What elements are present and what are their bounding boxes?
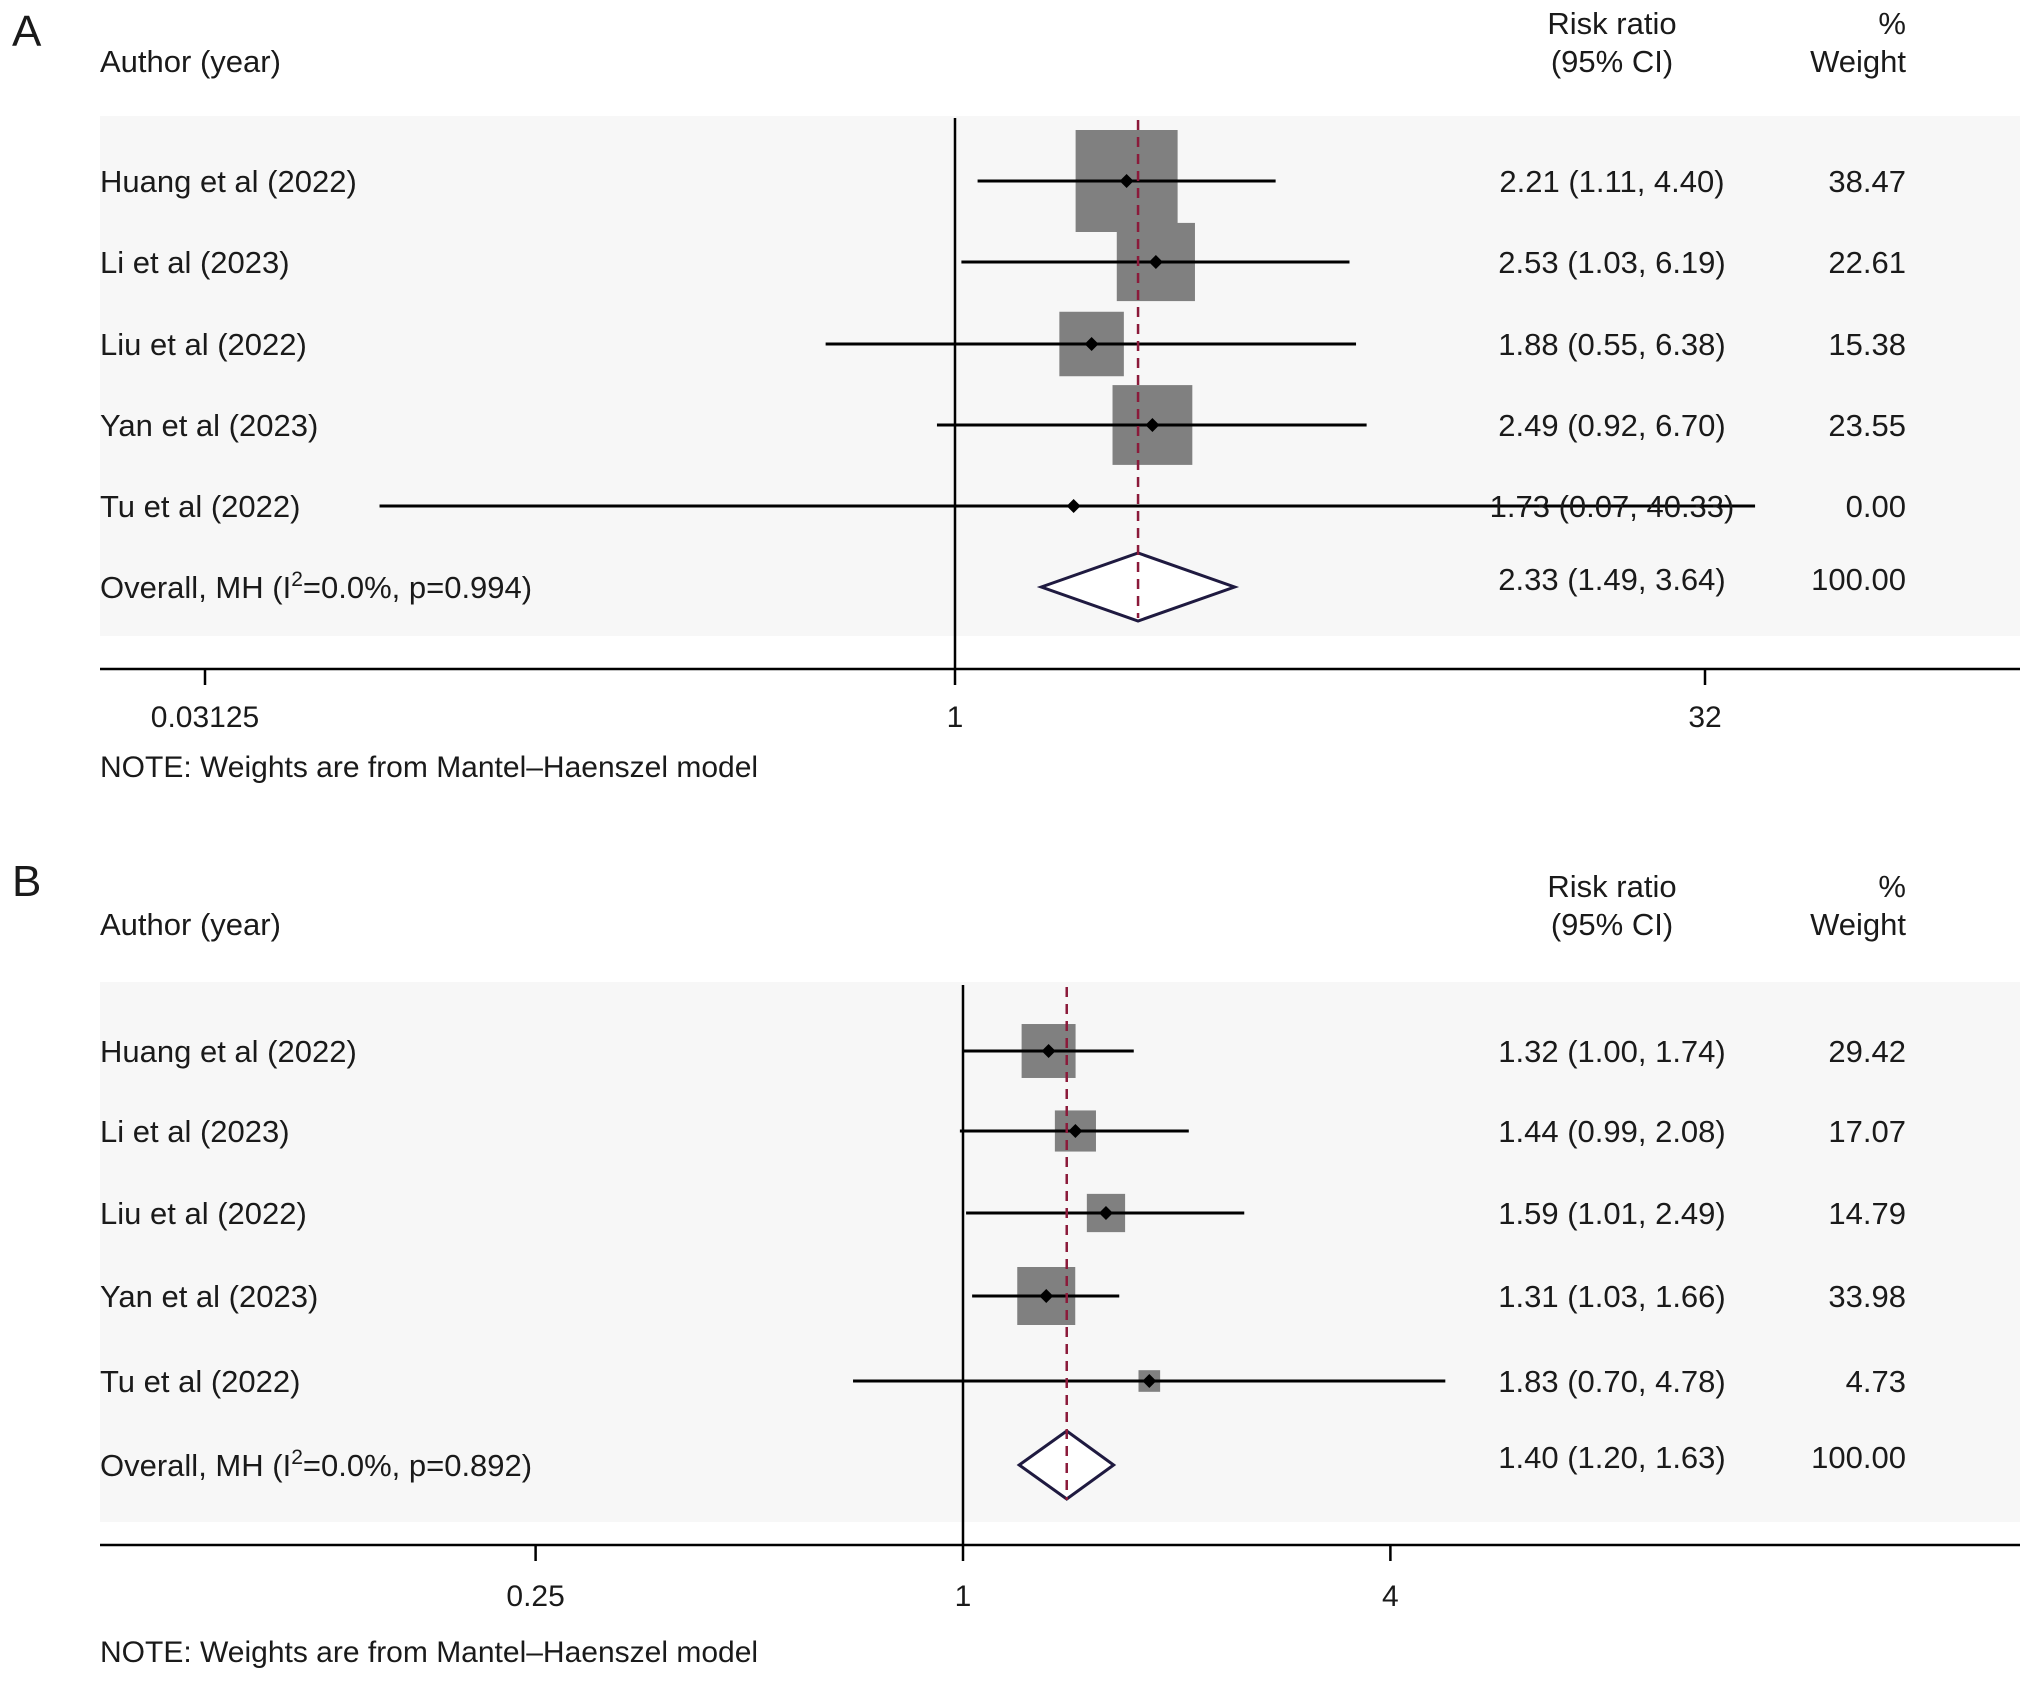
note-text: NOTE: Weights are from Mantel–Haenszel m… bbox=[100, 1636, 758, 1669]
risk-ratio-header: Risk ratio bbox=[1547, 6, 1676, 41]
risk-ratio-header: Risk ratio bbox=[1547, 869, 1676, 904]
study-label: Li et al (2023) bbox=[100, 1114, 290, 1149]
study-weight-value: 38.47 bbox=[1828, 164, 1906, 199]
study-row: Yan et al (2023) 2.49 (0.92, 6.70) 23.55 bbox=[100, 385, 1906, 465]
point-estimate bbox=[1066, 499, 1081, 513]
study-ci-value: 1.31 (1.03, 1.66) bbox=[1498, 1279, 1726, 1314]
study-weight-value: 23.55 bbox=[1828, 408, 1906, 443]
study-label: Huang et al (2022) bbox=[100, 164, 357, 199]
x-tick-label: 1 bbox=[955, 1580, 972, 1613]
study-row: Li et al (2023) 1.44 (0.99, 2.08) 17.07 bbox=[100, 1110, 1906, 1152]
x-tick-label: 0.25 bbox=[506, 1580, 564, 1613]
study-label: Huang et al (2022) bbox=[100, 1034, 357, 1069]
point-estimate bbox=[1145, 418, 1160, 432]
study-ci-value: 1.88 (0.55, 6.38) bbox=[1498, 327, 1726, 362]
study-label: Yan et al (2023) bbox=[100, 1279, 318, 1314]
study-label: Li et al (2023) bbox=[100, 245, 290, 280]
study-ci-value: 2.53 (1.03, 6.19) bbox=[1498, 245, 1726, 280]
x-tick-label: 1 bbox=[947, 701, 964, 734]
point-estimate bbox=[1084, 337, 1099, 351]
study-weight-value: 14.79 bbox=[1828, 1196, 1906, 1231]
study-label: Tu et al (2022) bbox=[100, 489, 300, 524]
note-text: NOTE: Weights are from Mantel–Haenszel m… bbox=[100, 751, 758, 784]
overall-ci-value: 1.40 (1.20, 1.63) bbox=[1498, 1440, 1726, 1475]
study-weight-value: 4.73 bbox=[1846, 1364, 1906, 1399]
study-ci-value: 1.73 (0.07, 40.33) bbox=[1490, 489, 1735, 524]
study-row: Tu et al (2022) 1.73 (0.07, 40.33) 0.00 bbox=[100, 489, 1906, 524]
x-tick-label: 32 bbox=[1688, 701, 1721, 734]
study-weight-value: 17.07 bbox=[1828, 1114, 1906, 1149]
point-estimate bbox=[1142, 1374, 1157, 1388]
study-label: Yan et al (2023) bbox=[100, 408, 318, 443]
study-weight-value: 22.61 bbox=[1828, 245, 1906, 280]
study-weight-value: 29.42 bbox=[1828, 1034, 1906, 1069]
study-weight-value: 33.98 bbox=[1828, 1279, 1906, 1314]
overall-weight-value: 100.00 bbox=[1811, 1440, 1906, 1475]
study-weight-value: 0.00 bbox=[1846, 489, 1906, 524]
point-estimate bbox=[1039, 1289, 1054, 1303]
study-row: Liu et al (2022) 1.88 (0.55, 6.38) 15.38 bbox=[100, 311, 1906, 377]
percent-header: % bbox=[1878, 6, 1906, 41]
study-label: Liu et al (2022) bbox=[100, 1196, 307, 1231]
study-row: Huang et al (2022) 2.21 (1.11, 4.40) 38.47 bbox=[100, 130, 1906, 232]
study-row: Li et al (2023) 2.53 (1.03, 6.19) 22.61 bbox=[100, 222, 1906, 302]
ci-header: (95% CI) bbox=[1551, 44, 1673, 79]
overall-weight-value: 100.00 bbox=[1811, 562, 1906, 597]
study-label: Tu et al (2022) bbox=[100, 1364, 300, 1399]
percent-header: % bbox=[1878, 869, 1906, 904]
study-row: Liu et al (2022) 1.59 (1.01, 2.49) 14.79 bbox=[100, 1193, 1906, 1233]
point-estimate bbox=[1068, 1124, 1083, 1138]
study-ci-value: 2.49 (0.92, 6.70) bbox=[1498, 408, 1726, 443]
overall-label: Overall, MH (I2=0.0%, p=0.994) bbox=[100, 568, 532, 605]
study-ci-value: 1.44 (0.99, 2.08) bbox=[1498, 1114, 1726, 1149]
study-row: Tu et al (2022) 1.83 (0.70, 4.78) 4.73 bbox=[100, 1364, 1906, 1399]
study-row: Huang et al (2022) 1.32 (1.00, 1.74) 29.42 bbox=[100, 1024, 1906, 1078]
overall-ci-value: 2.33 (1.49, 3.64) bbox=[1498, 562, 1726, 597]
ci-header: (95% CI) bbox=[1551, 907, 1673, 942]
x-tick-label: 4 bbox=[1382, 1580, 1399, 1613]
study-weight-value: 15.38 bbox=[1828, 327, 1906, 362]
point-estimate bbox=[1041, 1044, 1056, 1058]
x-tick-label: 0.03125 bbox=[151, 701, 259, 734]
point-estimate bbox=[1148, 255, 1163, 269]
point-estimate bbox=[1098, 1206, 1113, 1220]
panel-label: A bbox=[12, 7, 42, 56]
point-estimate bbox=[1119, 174, 1134, 188]
forest-plot-panel-b: B Author (year) Risk ratio (95% CI) % We… bbox=[12, 857, 2020, 1669]
author-year-header: Author (year) bbox=[100, 44, 281, 79]
forest-plot-panel-a: A Author (year) Risk ratio (95% CI) % We… bbox=[12, 6, 2020, 784]
study-ci-value: 1.83 (0.70, 4.78) bbox=[1498, 1364, 1726, 1399]
study-ci-value: 1.59 (1.01, 2.49) bbox=[1498, 1196, 1726, 1231]
study-label: Liu et al (2022) bbox=[100, 327, 307, 362]
overall-label: Overall, MH (I2=0.0%, p=0.892) bbox=[100, 1446, 532, 1483]
panel-label: B bbox=[12, 857, 41, 906]
weight-header: Weight bbox=[1810, 907, 1906, 942]
weight-header: Weight bbox=[1810, 44, 1906, 79]
study-ci-value: 1.32 (1.00, 1.74) bbox=[1498, 1034, 1726, 1069]
study-ci-value: 2.21 (1.11, 4.40) bbox=[1499, 164, 1724, 199]
author-year-header: Author (year) bbox=[100, 907, 281, 942]
